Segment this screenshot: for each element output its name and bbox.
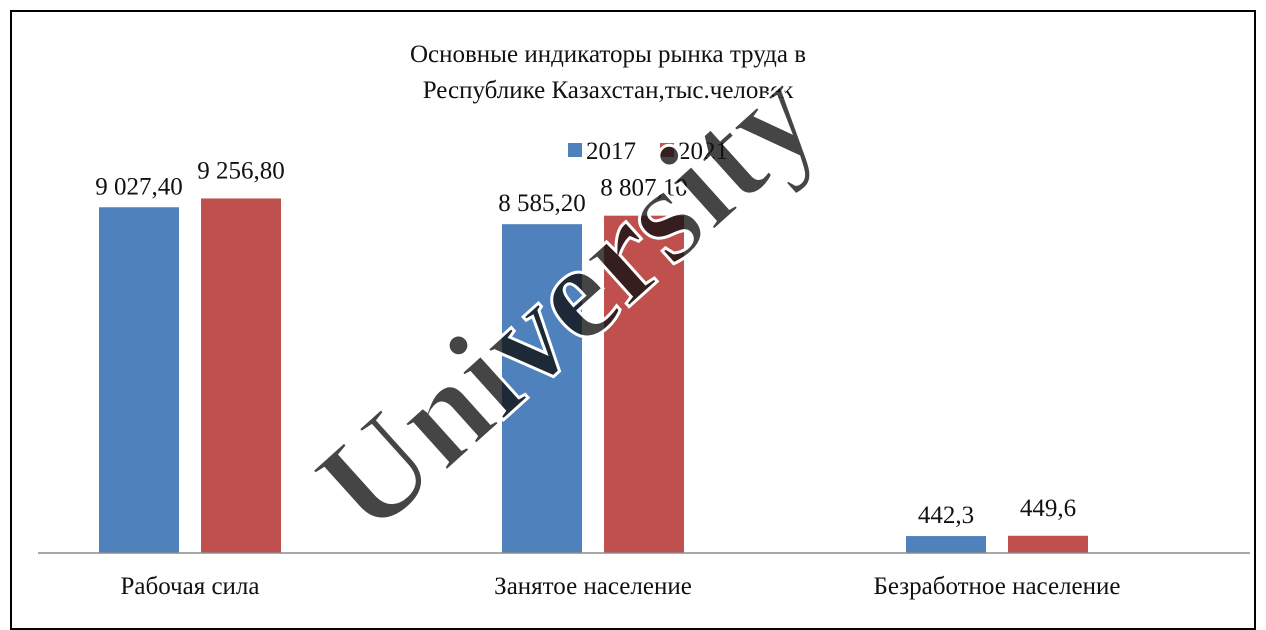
category-label-1: Рабочая сила <box>120 573 259 600</box>
data-labels-layer: 9 027,40 9 256,80 8 585,20 8 807,10 442,3 449… <box>95 157 1076 529</box>
legend: 2017 2021 <box>568 138 728 165</box>
chart-title-line-1: Основные индикаторы рынка труда в <box>410 41 806 68</box>
legend-swatch-2017 <box>568 143 582 157</box>
bar-2021-1 <box>201 198 281 554</box>
data-label-2017-2: 8 585,20 <box>498 190 586 217</box>
category-label-3: Безработное население <box>874 573 1121 600</box>
legend-label-2017: 2017 <box>586 138 636 165</box>
data-label-2017-1: 9 027,40 <box>95 173 183 200</box>
bar-2017-2 <box>502 224 582 554</box>
category-label-2: Занятое население <box>494 573 692 600</box>
bar-2021-2 <box>604 215 684 554</box>
legend-label-2021: 2021 <box>678 138 728 165</box>
data-label-2021-2: 8 807,10 <box>600 175 688 202</box>
legend-swatch-2021 <box>660 143 674 157</box>
data-label-2017-3: 442,3 <box>918 502 974 529</box>
data-label-2021-1: 9 256,80 <box>197 157 285 184</box>
chart: Основные индикаторы рынка труда в Респуб… <box>38 37 1250 600</box>
bars-layer <box>99 198 1088 554</box>
bar-2021-3 <box>1008 535 1088 553</box>
category-labels-layer: Рабочая сила Занятое население Безработное… <box>120 573 1120 600</box>
bar-2017-3 <box>906 536 986 553</box>
data-label-2021-3: 449,6 <box>1020 495 1076 522</box>
chart-title-line-2: Республике Казахстан,тыс.человек <box>423 77 794 104</box>
bar-2017-1 <box>99 207 179 553</box>
